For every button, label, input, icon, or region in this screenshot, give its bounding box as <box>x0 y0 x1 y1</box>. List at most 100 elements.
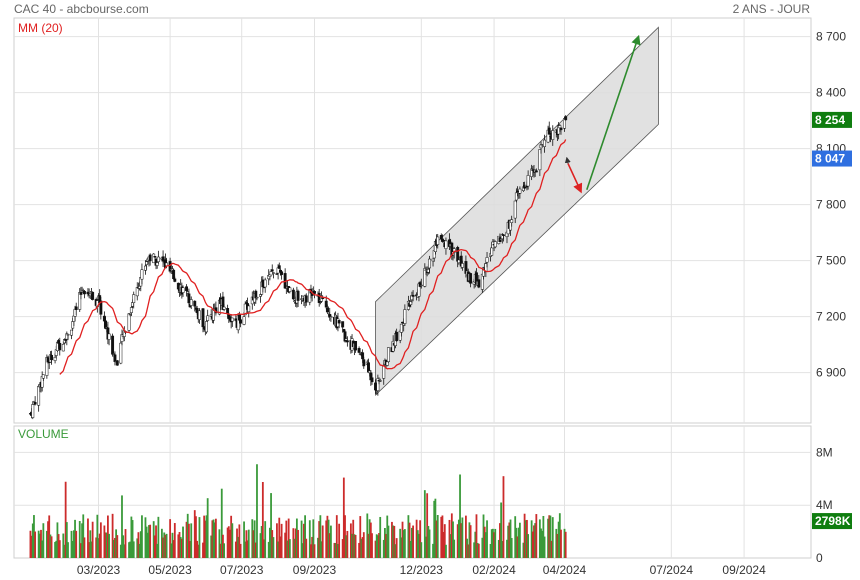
volume-bar <box>119 544 122 558</box>
candle-body <box>382 366 386 379</box>
volume-bar <box>506 539 508 558</box>
volume-panel-label: VOLUME <box>18 427 69 441</box>
volume-bar <box>474 531 477 558</box>
volume-bar <box>205 515 208 558</box>
volume-bar <box>486 520 488 558</box>
volume-bar <box>63 544 66 558</box>
candle-body <box>313 291 316 294</box>
volume-bar <box>210 535 213 558</box>
volume-bar <box>203 515 206 558</box>
candle-body <box>185 286 188 292</box>
candle-body <box>510 219 514 223</box>
volume-bar <box>320 541 323 558</box>
volume-bar <box>385 533 387 558</box>
volume-bar <box>88 542 91 558</box>
volume-bar <box>187 523 190 558</box>
volume-bar <box>95 537 98 558</box>
candle-body <box>222 306 226 310</box>
volume-bar <box>305 538 308 558</box>
volume-bar <box>30 535 33 558</box>
volume-bar <box>476 542 479 558</box>
volume-bar <box>196 540 199 558</box>
volume-bar <box>358 542 360 558</box>
volume-bar <box>308 520 311 558</box>
volume-bar <box>321 525 324 558</box>
volume-bar <box>345 535 348 558</box>
candle-body <box>140 269 144 280</box>
volume-bar <box>509 519 512 558</box>
volume-bar <box>267 541 270 558</box>
volume-bar <box>401 521 404 558</box>
volume-bar <box>96 514 99 558</box>
x-tick-label: 09/2024 <box>722 563 766 577</box>
volume-bar <box>557 521 560 558</box>
volume-bar <box>416 530 419 558</box>
volume-bar <box>530 520 533 558</box>
volume-bar <box>501 541 504 558</box>
volume-bar <box>171 532 174 558</box>
candle-body <box>564 116 568 121</box>
volume-bar <box>531 531 534 558</box>
last-ma-badge: 8 047 <box>815 152 845 166</box>
candle-body <box>280 271 284 275</box>
volume-bar <box>508 522 511 558</box>
volume-bar <box>420 542 423 558</box>
volume-bar <box>459 474 461 558</box>
volume-bar <box>337 543 339 558</box>
last-volume-badge: 2798K <box>815 514 851 528</box>
candle-body <box>502 234 505 236</box>
volume-bar <box>144 517 147 558</box>
candle-body <box>428 258 431 269</box>
volume-bars <box>29 464 567 558</box>
volume-bar <box>244 541 247 558</box>
volume-bar <box>33 515 35 558</box>
volume-bar <box>327 519 330 558</box>
moving-average-line <box>59 139 567 375</box>
volume-bar <box>81 523 83 558</box>
candle-body <box>444 240 448 249</box>
ma-legend-label: MM (20) <box>18 21 63 35</box>
candle-body <box>78 292 82 310</box>
volume-bar <box>450 513 453 558</box>
volume-bar <box>211 520 214 558</box>
candle-body <box>386 347 390 362</box>
candle-body <box>156 256 160 262</box>
volume-bar <box>37 530 40 558</box>
volume-bar <box>304 515 306 558</box>
x-tick-label: 05/2023 <box>148 563 192 577</box>
volume-bar <box>40 529 42 558</box>
volume-bar <box>313 544 316 558</box>
volume-bar <box>526 519 528 558</box>
candle-body <box>79 292 83 295</box>
volume-bar <box>292 528 295 558</box>
volume-bar <box>42 523 45 558</box>
volume-bar <box>319 515 322 558</box>
volume-bar <box>408 522 411 558</box>
volume-bar <box>477 543 480 558</box>
volume-bar <box>494 528 497 558</box>
candle-body <box>370 377 374 383</box>
volume-tick-label: 8M <box>816 445 833 459</box>
candle-body <box>242 316 246 325</box>
volume-bar <box>428 529 431 558</box>
x-tick-label: 04/2024 <box>543 563 587 577</box>
volume-bar <box>507 525 510 558</box>
volume-bar <box>522 542 525 558</box>
volume-bar <box>271 530 274 558</box>
candle-body <box>288 287 292 292</box>
volume-bar <box>489 543 492 558</box>
candle-body <box>187 293 191 304</box>
volume-bar <box>90 541 93 558</box>
volume-bar <box>206 498 209 558</box>
volume-bar <box>442 531 445 558</box>
volume-bar <box>80 543 82 558</box>
volume-bar <box>173 523 176 558</box>
candle-body <box>111 335 115 355</box>
volume-bar <box>50 536 53 558</box>
volume-bar <box>551 517 554 558</box>
volume-bar <box>83 537 86 558</box>
candle-body <box>189 299 193 306</box>
volume-bar <box>259 533 262 558</box>
candle-body <box>45 357 49 376</box>
